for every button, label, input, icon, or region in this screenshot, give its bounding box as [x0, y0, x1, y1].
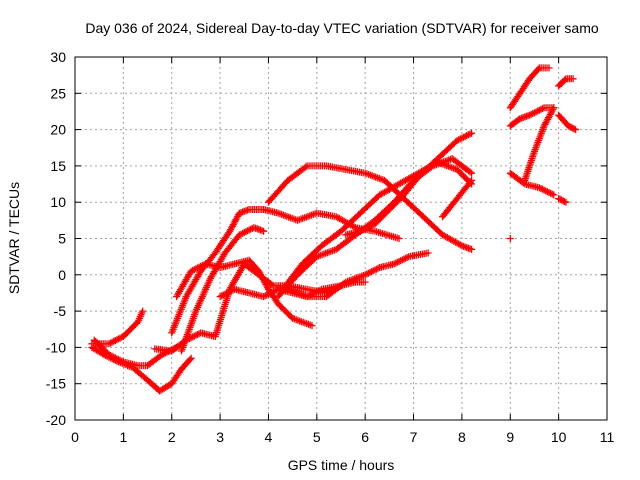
y-tick-label: -10 [46, 339, 66, 355]
data-point-markers [506, 235, 514, 242]
x-tick-label: 4 [265, 429, 273, 445]
data-point-markers [439, 176, 476, 221]
y-tick-label: 10 [50, 194, 66, 210]
series-track-14 [439, 176, 476, 221]
y-axis-title: SDTVAR / TECUs [6, 182, 22, 294]
data-point-markers [173, 256, 316, 330]
data-point-markers [521, 104, 558, 184]
y-tick-label: 30 [50, 49, 66, 65]
y-tick-label: 15 [50, 158, 66, 174]
data-point-markers [177, 224, 268, 355]
data-series-group [88, 64, 580, 395]
x-tick-label: 8 [458, 429, 466, 445]
series-track-7 [177, 224, 268, 355]
y-tick-label: -5 [54, 303, 67, 319]
x-axis-title: GPS time / hours [288, 457, 395, 473]
x-tick-label: 5 [313, 429, 321, 445]
data-point-markers [342, 129, 476, 239]
data-point-markers [555, 111, 580, 134]
series-track-15 [506, 64, 553, 112]
y-tick-label: 5 [58, 231, 66, 247]
series-track-12 [284, 249, 432, 301]
axis-ticks: 0 1 2 3 4 5 6 7 8 9 10 11 -20 -15 -10 -5 0 5 10 15 20 25 30 [46, 49, 615, 445]
data-point-markers [506, 169, 558, 199]
x-tick-label: 1 [119, 429, 127, 445]
x-tick-label: 2 [168, 429, 176, 445]
chart-title: Day 036 of 2024, Sidereal Day-to-day VTE… [85, 20, 598, 36]
data-point-markers [555, 75, 577, 90]
x-tick-label: 7 [410, 429, 418, 445]
data-point-markers [555, 195, 570, 206]
data-point-markers [506, 104, 558, 130]
data-point-markers [265, 162, 476, 253]
y-tick-label: -15 [46, 376, 66, 392]
series-track-16 [506, 104, 558, 130]
x-tick-label: 11 [600, 429, 615, 445]
series-track-22 [506, 235, 514, 242]
data-point-markers [284, 249, 432, 301]
y-tick-label: -20 [46, 412, 66, 428]
x-tick-label: 10 [551, 429, 567, 445]
x-tick-label: 9 [506, 429, 514, 445]
y-tick-label: 25 [50, 85, 66, 101]
series-track-6 [173, 256, 316, 330]
x-tick-label: 6 [361, 429, 369, 445]
y-tick-label: 0 [58, 267, 66, 283]
series-track-21 [555, 195, 570, 206]
series-track-19 [555, 111, 580, 134]
series-track-20 [555, 75, 577, 90]
x-tick-label: 3 [216, 429, 224, 445]
y-tick-label: 20 [50, 122, 66, 138]
series-track-17 [506, 169, 558, 199]
data-point-markers [506, 64, 553, 112]
series-track-9 [265, 162, 476, 253]
series-track-18 [521, 104, 558, 184]
x-tick-label: 0 [71, 429, 79, 445]
series-track-13 [342, 129, 476, 239]
